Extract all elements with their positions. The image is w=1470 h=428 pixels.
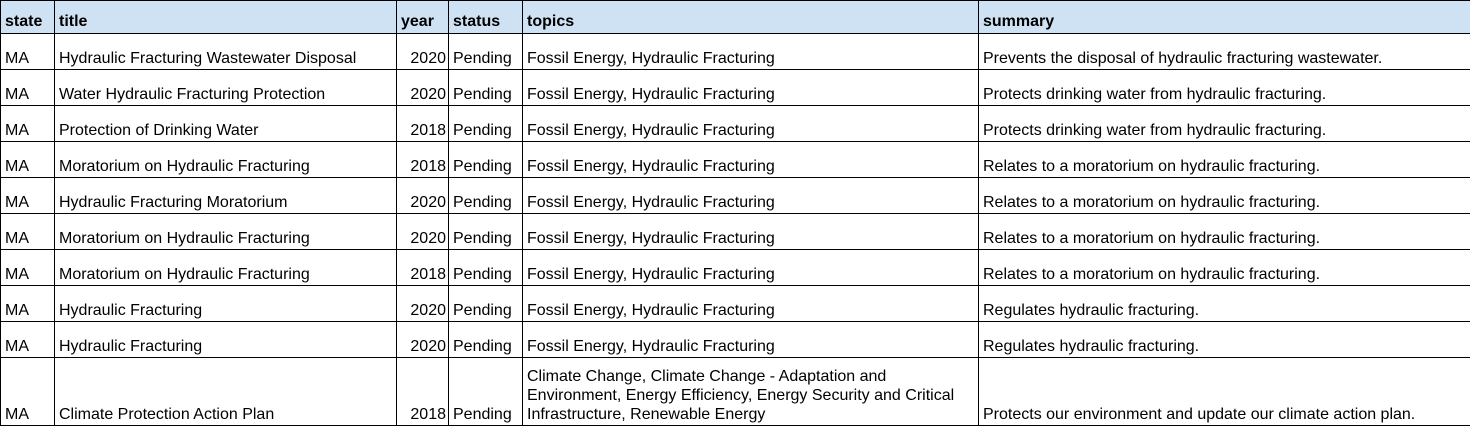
table-row: MA Hydraulic Fracturing 2020 Pending Fos… [0, 285, 1470, 322]
cell-state[interactable]: MA [0, 321, 55, 358]
cell-state[interactable]: MA [0, 141, 55, 178]
header-status[interactable]: status [448, 0, 523, 34]
cell-status[interactable]: Pending [448, 105, 523, 142]
table-row: MA Hydraulic Fracturing 2020 Pending Fos… [0, 321, 1470, 358]
cell-status[interactable]: Pending [448, 357, 523, 426]
cell-status[interactable]: Pending [448, 33, 523, 70]
cell-summary[interactable]: Relates to a moratorium on hydraulic fra… [978, 249, 1470, 286]
cell-status[interactable]: Pending [448, 285, 523, 322]
cell-topics[interactable]: Fossil Energy, Hydraulic Fracturing [522, 105, 979, 142]
cell-topics[interactable]: Fossil Energy, Hydraulic Fracturing [522, 33, 979, 70]
cell-topics[interactable]: Climate Change, Climate Change - Adaptat… [522, 357, 979, 426]
cell-status[interactable]: Pending [448, 321, 523, 358]
cell-summary[interactable]: Regulates hydraulic fracturing. [978, 285, 1470, 322]
cell-title[interactable]: Moratorium on Hydraulic Fracturing [54, 213, 397, 250]
cell-status[interactable]: Pending [448, 249, 523, 286]
cell-state[interactable]: MA [0, 33, 55, 70]
table-row: MA Hydraulic Fracturing Wastewater Dispo… [0, 33, 1470, 70]
cell-topics[interactable]: Fossil Energy, Hydraulic Fracturing [522, 177, 979, 214]
cell-state[interactable]: MA [0, 69, 55, 106]
cell-year[interactable]: 2018 [396, 141, 449, 178]
header-row: state title year status topics summary [0, 0, 1470, 34]
cell-state[interactable]: MA [0, 285, 55, 322]
cell-summary[interactable]: Protects our environment and update our … [978, 357, 1470, 426]
cell-year[interactable]: 2018 [396, 105, 449, 142]
cell-status[interactable]: Pending [448, 69, 523, 106]
cell-topics[interactable]: Fossil Energy, Hydraulic Fracturing [522, 69, 979, 106]
cell-status[interactable]: Pending [448, 141, 523, 178]
cell-year[interactable]: 2020 [396, 177, 449, 214]
cell-state[interactable]: MA [0, 249, 55, 286]
cell-title[interactable]: Hydraulic Fracturing Moratorium [54, 177, 397, 214]
cell-title[interactable]: Protection of Drinking Water [54, 105, 397, 142]
cell-year[interactable]: 2020 [396, 33, 449, 70]
cell-summary[interactable]: Relates to a moratorium on hydraulic fra… [978, 177, 1470, 214]
cell-summary[interactable]: Protects drinking water from hydraulic f… [978, 105, 1470, 142]
cell-title[interactable]: Hydraulic Fracturing [54, 321, 397, 358]
table-row: MA Water Hydraulic Fracturing Protection… [0, 69, 1470, 106]
cell-status[interactable]: Pending [448, 213, 523, 250]
cell-year[interactable]: 2018 [396, 357, 449, 426]
header-topics[interactable]: topics [522, 0, 979, 34]
header-year[interactable]: year [396, 0, 449, 34]
header-title[interactable]: title [54, 0, 397, 34]
cell-title[interactable]: Hydraulic Fracturing Wastewater Disposal [54, 33, 397, 70]
cell-summary[interactable]: Regulates hydraulic fracturing. [978, 321, 1470, 358]
cell-state[interactable]: MA [0, 105, 55, 142]
table-row: MA Hydraulic Fracturing Moratorium 2020 … [0, 177, 1470, 214]
cell-topics[interactable]: Fossil Energy, Hydraulic Fracturing [522, 249, 979, 286]
table-row: MA Moratorium on Hydraulic Fracturing 20… [0, 249, 1470, 286]
cell-state[interactable]: MA [0, 213, 55, 250]
table-row: MA Moratorium on Hydraulic Fracturing 20… [0, 141, 1470, 178]
header-summary[interactable]: summary [978, 0, 1470, 34]
cell-year[interactable]: 2020 [396, 285, 449, 322]
cell-title[interactable]: Hydraulic Fracturing [54, 285, 397, 322]
cell-summary[interactable]: Relates to a moratorium on hydraulic fra… [978, 213, 1470, 250]
cell-year[interactable]: 2020 [396, 69, 449, 106]
cell-state[interactable]: MA [0, 357, 55, 426]
cell-topics[interactable]: Fossil Energy, Hydraulic Fracturing [522, 213, 979, 250]
cell-title[interactable]: Moratorium on Hydraulic Fracturing [54, 141, 397, 178]
cell-year[interactable]: 2020 [396, 321, 449, 358]
cell-topics[interactable]: Fossil Energy, Hydraulic Fracturing [522, 141, 979, 178]
cell-state[interactable]: MA [0, 177, 55, 214]
cell-year[interactable]: 2020 [396, 213, 449, 250]
cell-summary[interactable]: Prevents the disposal of hydraulic fract… [978, 33, 1470, 70]
table-row: MA Protection of Drinking Water 2018 Pen… [0, 105, 1470, 142]
cell-title[interactable]: Moratorium on Hydraulic Fracturing [54, 249, 397, 286]
cell-summary[interactable]: Protects drinking water from hydraulic f… [978, 69, 1470, 106]
cell-topics[interactable]: Fossil Energy, Hydraulic Fracturing [522, 321, 979, 358]
table-row: MA Moratorium on Hydraulic Fracturing 20… [0, 213, 1470, 250]
header-state[interactable]: state [0, 0, 55, 34]
table-row: MA Climate Protection Action Plan 2018 P… [0, 357, 1470, 426]
cell-year[interactable]: 2018 [396, 249, 449, 286]
cell-summary[interactable]: Relates to a moratorium on hydraulic fra… [978, 141, 1470, 178]
cell-status[interactable]: Pending [448, 177, 523, 214]
cell-topics[interactable]: Fossil Energy, Hydraulic Fracturing [522, 285, 979, 322]
cell-title[interactable]: Climate Protection Action Plan [54, 357, 397, 426]
cell-title[interactable]: Water Hydraulic Fracturing Protection [54, 69, 397, 106]
